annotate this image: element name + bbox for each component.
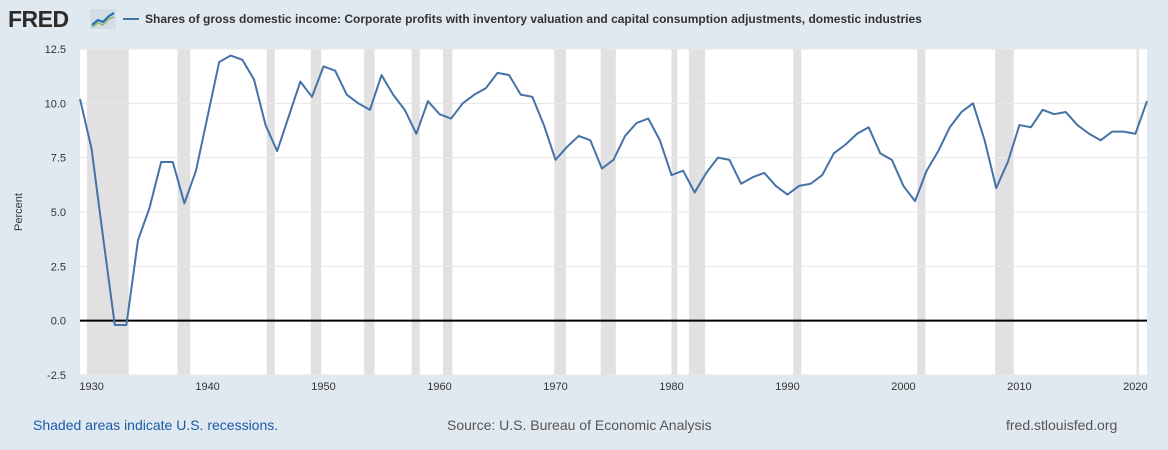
x-tick-label: 1970 [543, 381, 567, 393]
x-tick-label: 1950 [311, 381, 335, 393]
x-tick-label: 2020 [1123, 381, 1147, 393]
x-tick-label: 1960 [427, 381, 451, 393]
y-tick-label: 10.0 [45, 98, 66, 110]
y-tick-label: -2.5 [47, 370, 66, 382]
fred-chart-icon-line [91, 12, 115, 26]
y-tick-label: 12.5 [45, 44, 66, 56]
x-tick-label: 2010 [1007, 381, 1031, 393]
chart-header: FRED Shares of gross domestic income: Co… [0, 0, 1168, 40]
legend-series-swatch [123, 18, 139, 20]
x-tick-label: 1940 [195, 381, 219, 393]
y-axis-tick-labels: -2.5 0.0 2.5 5.0 7.5 10.0 12.5 [45, 44, 66, 382]
fred-chart-icon-line-2 [91, 16, 115, 28]
x-tick-label: 1930 [79, 381, 103, 393]
fred-chart-icon [90, 9, 116, 29]
x-tick-label: 2000 [891, 381, 915, 393]
site-url[interactable]: fred.stlouisfed.org [1006, 417, 1118, 433]
recession-note-link[interactable]: Shaded areas indicate U.S. recessions. [33, 417, 279, 433]
line-chart[interactable]: -2.5 0.0 2.5 5.0 7.5 10.0 12.5 1930 1940 1950 196… [0, 40, 1168, 416]
source-text: Source: U.S. Bureau of Economic Analysis [447, 417, 712, 433]
x-axis-tick-labels: 1930 1940 1950 1960 1970 1980 1990 2000 2010 2020 [79, 381, 1147, 393]
chart-title: Shares of gross domestic income: Corpora… [145, 12, 922, 26]
y-tick-label: 5.0 [51, 207, 66, 219]
y-tick-label: 2.5 [51, 261, 66, 273]
fred-logo[interactable]: FRED [8, 6, 69, 32]
y-tick-label: 0.0 [51, 316, 66, 328]
series-line[interactable] [79, 54, 1148, 327]
y-tick-label: 7.5 [51, 153, 66, 165]
y-axis-label: Percent [13, 193, 25, 231]
x-tick-label: 1980 [659, 381, 683, 393]
x-tick-label: 1990 [775, 381, 799, 393]
